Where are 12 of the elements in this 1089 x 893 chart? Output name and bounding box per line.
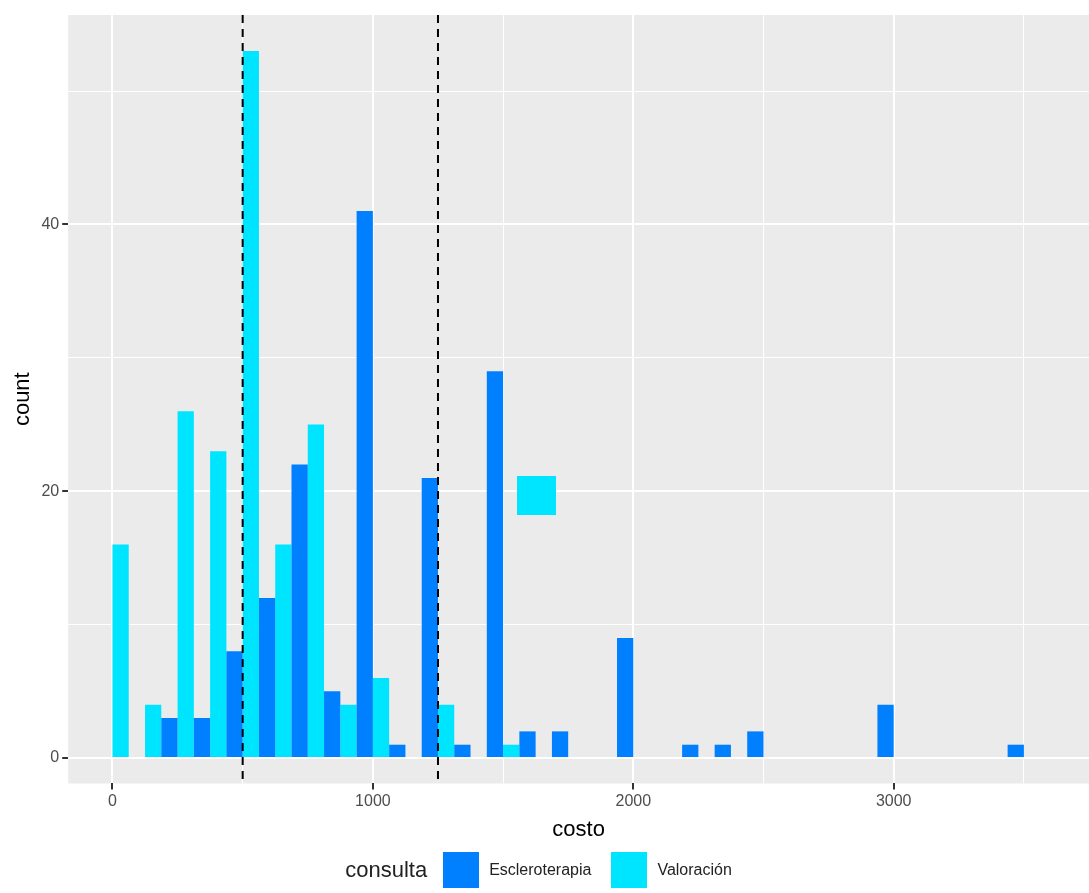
x-tick-label: 0 xyxy=(108,792,118,810)
legend-title: consulta xyxy=(345,857,428,883)
y-tick-label: 0 xyxy=(50,748,60,766)
x-tick-label: 2000 xyxy=(615,792,652,810)
y-axis-title: count xyxy=(9,372,35,427)
y-tick-label: 40 xyxy=(41,214,60,232)
x-tick-label: 1000 xyxy=(355,792,391,810)
legend-label: Valoración xyxy=(657,861,732,879)
y-tick-label: 20 xyxy=(41,481,60,499)
x-tick-label: 3000 xyxy=(875,792,912,810)
x-axis-title: costo xyxy=(552,815,605,841)
legend-label: Escleroterapia xyxy=(489,861,592,879)
